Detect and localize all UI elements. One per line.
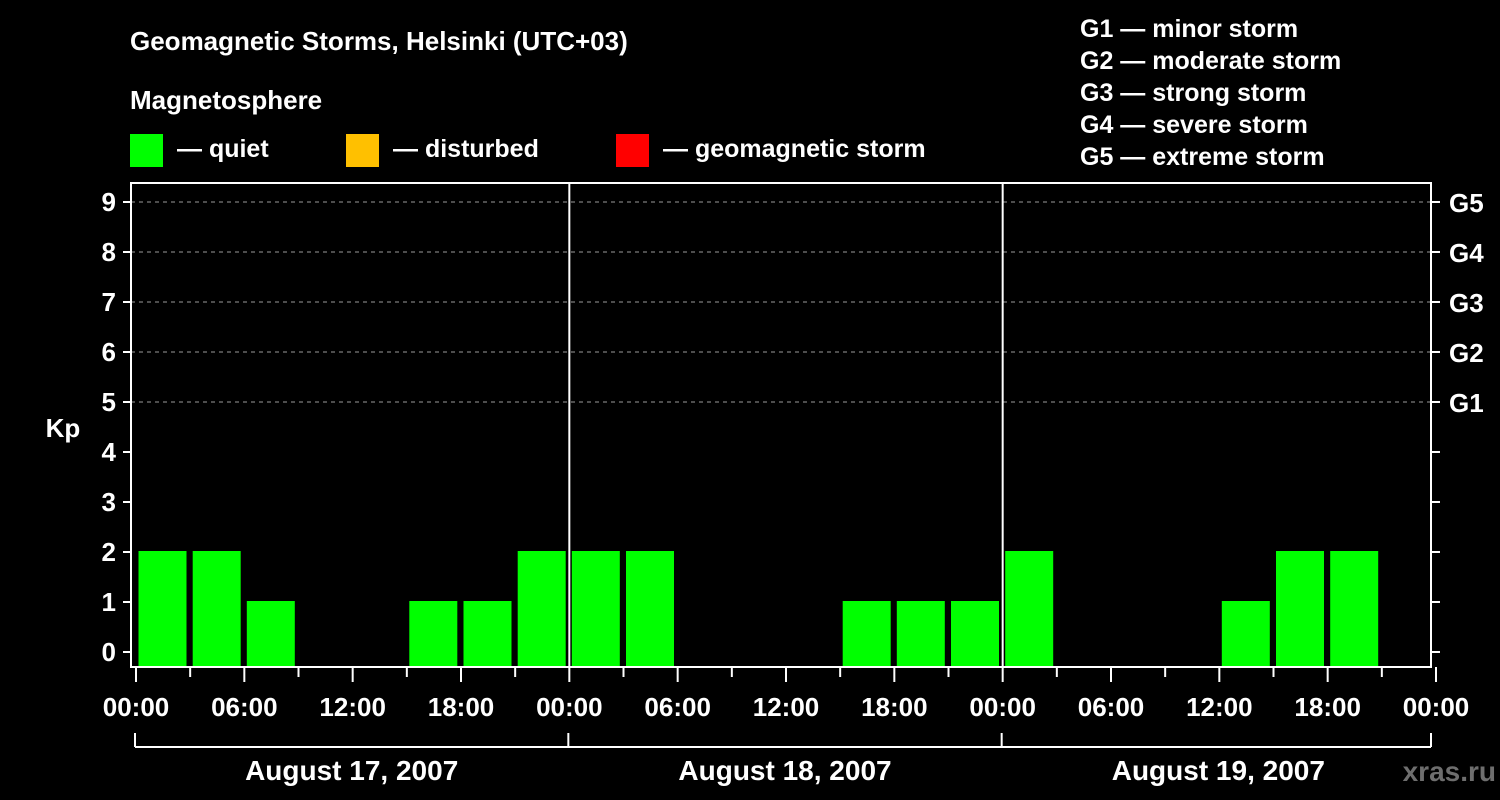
storm-scale-tick-label: G1 (1449, 388, 1484, 418)
x-tick-label: 18:00 (428, 692, 495, 722)
bar-day2-interval7 (896, 601, 945, 667)
legend-swatch-1 (130, 134, 163, 167)
bar-day1-interval3 (246, 601, 295, 667)
bar-day3-interval6 (1276, 551, 1324, 667)
x-tick-label: 12:00 (1186, 692, 1253, 722)
storm-legend-line-5: G5 — extreme storm (1080, 143, 1325, 171)
bar-day3-interval1 (1005, 551, 1054, 667)
credit-text: xras.ru (1403, 756, 1496, 787)
storm-legend-line-3: G3 — strong storm (1080, 79, 1306, 107)
x-tick-label: 06:00 (211, 692, 278, 722)
bar-day1-interval1 (138, 551, 187, 667)
bar-day1-interval7 (463, 601, 512, 667)
bar-day1-interval2 (192, 551, 241, 667)
bar-day1-interval6 (409, 601, 458, 667)
magnetosphere-legend: — quiet — disturbed — geomagnetic storm (130, 134, 926, 167)
x-tick-label: 00:00 (1403, 692, 1470, 722)
legend-swatch-3 (616, 134, 649, 167)
y-tick-label: 1 (102, 587, 116, 617)
y-axis-kp: 0 1 2 3 4 5 6 7 8 9 (102, 187, 131, 667)
y-tick-label: 9 (102, 187, 116, 217)
storm-legend-line-2: G2 — moderate storm (1080, 47, 1341, 75)
x-tick-label: 12:00 (319, 692, 386, 722)
legend-label-3: — geomagnetic storm (663, 135, 926, 163)
x-tick-label: 12:00 (753, 692, 820, 722)
x-axis-time: 00:00 06:00 12:00 18:00 00:00 06:00 12:00 18:00… (103, 667, 1470, 722)
y-tick-label: 6 (102, 337, 116, 367)
y-axis-storm-scale: G1 G2 G3 G4 G5 (1431, 188, 1484, 653)
y-tick-label: 2 (102, 537, 116, 567)
bar-day2-interval6 (842, 601, 891, 667)
bar-day2-interval1 (571, 551, 620, 667)
bar-series (138, 551, 1379, 667)
bar-day3-interval5 (1221, 601, 1270, 667)
storm-scale-tick-label: G3 (1449, 288, 1484, 318)
legend-swatch-2 (346, 134, 379, 167)
chart-title: Geomagnetic Storms, Helsinki (UTC+03) (130, 26, 628, 56)
x-tick-label: 00:00 (536, 692, 603, 722)
date-axis: August 17, 2007 August 18, 2007 August 19,… (134, 733, 1432, 786)
plot-frame (130, 182, 1432, 668)
bar-day2-interval8 (951, 601, 999, 667)
storm-legend-line-1: G1 — minor storm (1080, 15, 1298, 43)
y-tick-label: 5 (102, 387, 116, 417)
y-tick-label: 0 (102, 637, 116, 667)
bar-day3-interval7 (1330, 551, 1379, 667)
y-tick-label: 3 (102, 487, 116, 517)
x-tick-label: 00:00 (103, 692, 170, 722)
storm-scale-tick-label: G2 (1449, 338, 1484, 368)
y-axis-label: Kp (46, 413, 81, 443)
x-tick-label: 06:00 (644, 692, 711, 722)
date-label-day-3: August 19, 2007 (1112, 755, 1325, 786)
x-tick-label: 18:00 (1294, 692, 1361, 722)
day-separators (568, 183, 1004, 667)
storm-legend-line-4: G4 — severe storm (1080, 111, 1308, 139)
legend-label-1: — quiet (177, 135, 269, 163)
date-label-day-1: August 17, 2007 (245, 755, 458, 786)
storm-scale-tick-label: G5 (1449, 188, 1484, 218)
grid-lines (131, 201, 1431, 403)
x-tick-label: 00:00 (969, 692, 1036, 722)
y-tick-label: 7 (102, 287, 116, 317)
storm-scale-legend: G1 — minor storm G2 — moderate storm G3 — … (1080, 15, 1341, 171)
y-tick-label: 4 (102, 437, 117, 467)
magnetosphere-legend-title: Magnetosphere (130, 85, 322, 115)
y-tick-label: 8 (102, 237, 116, 267)
x-tick-label: 18:00 (861, 692, 928, 722)
date-label-day-2: August 18, 2007 (678, 755, 891, 786)
legend-label-2: — disturbed (393, 135, 539, 163)
bar-day2-interval2 (626, 551, 674, 667)
x-tick-label: 06:00 (1078, 692, 1145, 722)
storm-scale-tick-label: G4 (1449, 238, 1484, 268)
bar-day1-interval8 (517, 551, 566, 667)
